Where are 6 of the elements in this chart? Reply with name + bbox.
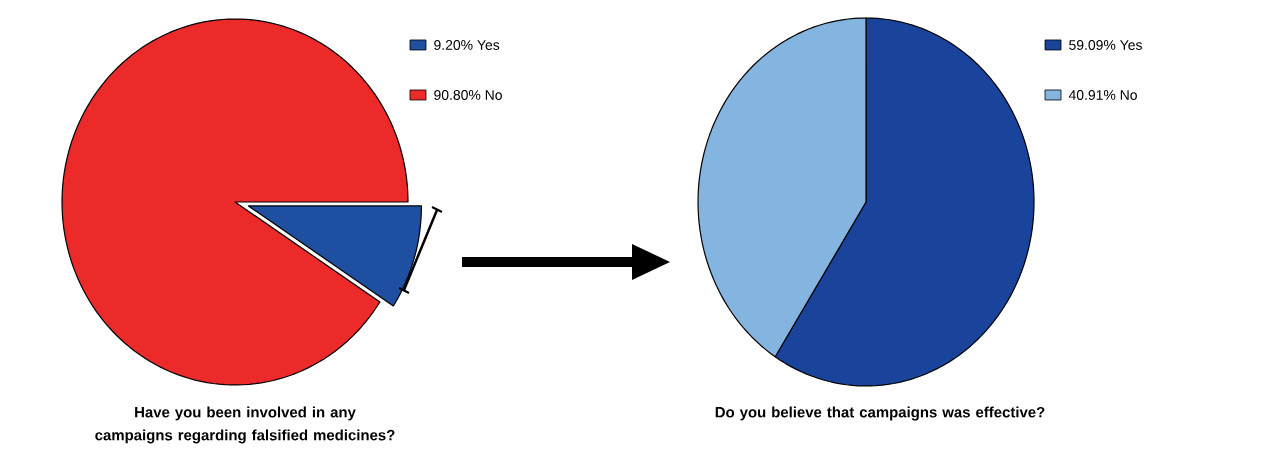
text: Have you been involved in any campaigns regarding falsified medicines? [95,406,395,444]
text: Do you believe that campaigns was effective? [715,406,1045,421]
legend-label: 9.20% Yes [434,40,500,50]
legend-label: 59.09% Yes [1069,40,1142,50]
legend-label: 40.91% No [1068,90,1137,100]
legend-label: 90.80% No [434,90,502,100]
